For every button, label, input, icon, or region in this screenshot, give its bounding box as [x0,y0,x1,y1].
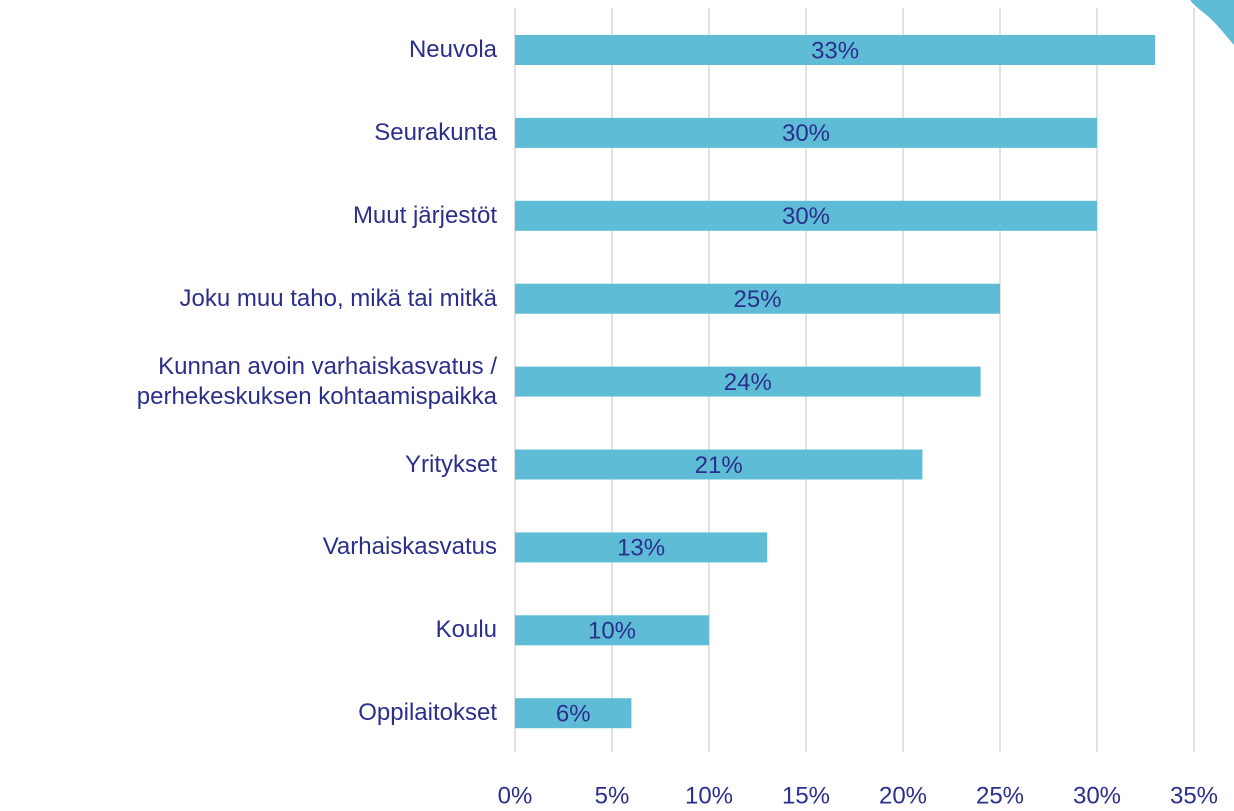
value-label: 21% [695,452,743,479]
value-label: 10% [588,618,636,645]
category-label: Joku muu taho, mikä tai mitkä [0,284,497,314]
x-tick-label: 0% [498,782,533,809]
x-tick-label: 25% [976,782,1024,809]
x-tick-label: 15% [782,782,830,809]
page: 0% 5% 10% 15% 20% 25% 30% 35% 33% 30% 30% 25% 24% 21%… [0,0,1234,811]
x-tick-label: 5% [595,782,630,809]
category-label: Koulu [0,615,497,645]
x-tick-label: 35% [1170,782,1218,809]
category-label: Kunnan avoin varhaiskasvatus / perhekesk… [0,352,497,412]
value-label: 13% [617,535,665,562]
category-label: Varhaiskasvatus [0,532,497,562]
value-label: 30% [782,203,830,230]
x-tick-label: 10% [685,782,733,809]
category-label: Yritykset [0,450,497,480]
x-tick-label: 20% [879,782,927,809]
value-label: 25% [733,286,781,313]
decoration [1190,0,1234,45]
category-label: Neuvola [0,35,497,65]
value-label: 24% [724,369,772,396]
value-label: 6% [556,701,591,728]
category-label: Oppilaitokset [0,698,497,728]
category-label: Muut järjestöt [0,201,497,231]
x-tick-label: 30% [1073,782,1121,809]
value-label: 30% [782,120,830,147]
value-label: 33% [811,37,859,64]
category-label: Seurakunta [0,118,497,148]
